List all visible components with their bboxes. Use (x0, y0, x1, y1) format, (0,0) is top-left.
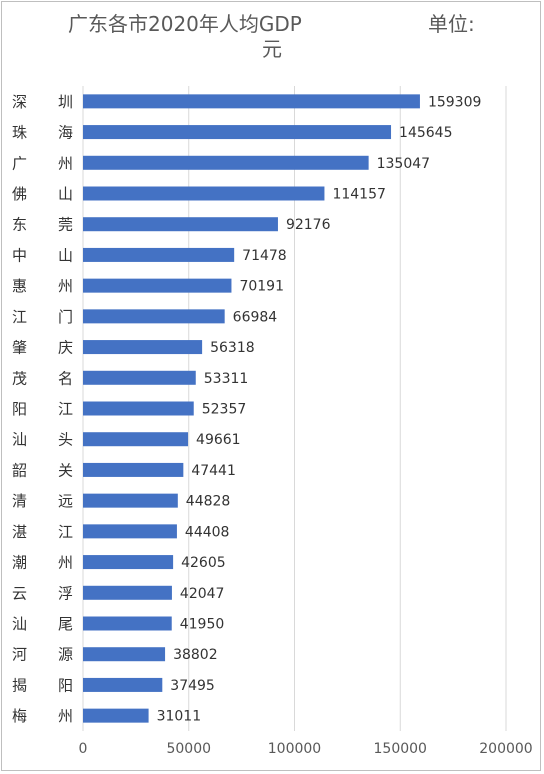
category-label-19-a: 揭 (12, 676, 27, 694)
category-label-12-b: 关 (58, 461, 73, 479)
x-tick-label-4: 200000 (479, 741, 532, 757)
value-label-16: 42047 (180, 586, 225, 602)
category-label-18-b: 源 (58, 646, 73, 664)
category-label-17-a: 汕 (12, 615, 27, 633)
category-label-7-b: 门 (58, 308, 73, 326)
bar-1 (83, 125, 392, 140)
category-label-10-b: 江 (58, 400, 73, 418)
category-label-17-b: 尾 (58, 615, 73, 633)
category-label-6-b: 州 (58, 277, 73, 295)
category-label-2-b: 州 (58, 154, 73, 172)
chart-title: 广东各市2020年人均GDP (68, 12, 302, 36)
category-label-10-a: 阳 (12, 400, 27, 418)
category-label-2-a: 广 (12, 154, 27, 172)
category-label-8-a: 肇 (12, 339, 27, 357)
value-label-1: 145645 (399, 125, 452, 141)
bar-18 (83, 647, 166, 662)
category-label-14-b: 江 (58, 523, 73, 541)
category-label-15-a: 潮 (12, 554, 27, 572)
category-label-6-a: 惠 (12, 277, 27, 295)
x-tick-label-0: 0 (79, 741, 88, 757)
value-label-10: 52357 (202, 402, 247, 418)
category-label-5-a: 中 (12, 246, 27, 264)
category-label-3-b: 山 (58, 185, 73, 203)
category-label-18-a: 河 (12, 646, 27, 664)
x-tick-label-3: 150000 (374, 741, 427, 757)
category-label-13-a: 清 (12, 492, 27, 510)
bar-19 (83, 677, 163, 692)
value-label-13: 44828 (186, 494, 231, 510)
value-label-9: 53311 (204, 371, 249, 387)
bar-4 (83, 217, 278, 232)
category-label-16-a: 云 (12, 584, 27, 602)
category-label-20-b: 州 (58, 707, 73, 725)
bar-9 (83, 370, 196, 385)
bar-15 (83, 555, 174, 570)
category-label-11-b: 头 (58, 431, 73, 449)
value-label-2: 135047 (377, 156, 430, 172)
bar-17 (83, 616, 172, 631)
bar-14 (83, 524, 177, 539)
chart-unit-label: 单位: (428, 12, 475, 36)
category-label-14-a: 湛 (12, 523, 27, 541)
value-label-18: 38802 (173, 647, 218, 663)
chart-unit-value: 元 (262, 37, 282, 61)
category-label-0-a: 深 (12, 93, 27, 111)
category-label-19-b: 阳 (58, 676, 73, 694)
value-label-7: 66984 (233, 309, 278, 325)
bar-5 (83, 247, 235, 262)
bar-7 (83, 309, 225, 324)
category-label-16-b: 浮 (58, 584, 73, 602)
x-tick-label-1: 50000 (166, 741, 211, 757)
value-label-3: 114157 (332, 187, 385, 203)
bar-0 (83, 94, 420, 109)
category-label-1-b: 海 (58, 124, 73, 142)
value-label-11: 49661 (196, 432, 241, 448)
bars: 深圳 159309珠海 145645广州 135047佛山 114157东莞 92176中… (12, 93, 481, 725)
bar-16 (83, 585, 172, 600)
category-label-7-a: 江 (12, 308, 27, 326)
category-label-12-a: 韶 (12, 461, 27, 479)
value-label-5: 71478 (242, 248, 287, 264)
category-label-8-b: 庆 (58, 339, 73, 357)
category-label-13-b: 远 (58, 492, 73, 510)
bar-13 (83, 493, 178, 508)
bar-20 (83, 708, 149, 723)
category-label-4-a: 东 (12, 216, 27, 234)
x-tick-label-2: 100000 (268, 741, 321, 757)
bar-10 (83, 401, 194, 416)
value-label-4: 92176 (286, 217, 331, 233)
bar-3 (83, 186, 325, 201)
bar-2 (83, 155, 369, 170)
category-label-9-b: 名 (58, 369, 73, 387)
category-label-1-a: 珠 (12, 124, 27, 142)
category-label-4-b: 莞 (58, 216, 73, 234)
bar-8 (83, 340, 203, 355)
bar-6 (83, 278, 232, 293)
category-label-15-b: 州 (58, 554, 73, 572)
value-label-12: 47441 (191, 463, 236, 479)
value-label-8: 56318 (210, 340, 255, 356)
x-axis-ticks: 0 50000 100000 150000 200000 (79, 741, 533, 757)
value-label-14: 44408 (185, 524, 230, 540)
value-label-20: 31011 (157, 709, 202, 725)
value-label-6: 70191 (239, 279, 284, 295)
category-label-3-a: 佛 (12, 185, 27, 203)
category-label-0-b: 圳 (58, 93, 73, 111)
bar-12 (83, 462, 184, 477)
value-label-17: 41950 (180, 617, 225, 633)
category-label-5-b: 山 (58, 246, 73, 264)
category-label-9-a: 茂 (12, 369, 27, 387)
value-label-19: 37495 (170, 678, 215, 694)
value-label-0: 159309 (428, 94, 481, 110)
category-label-20-a: 梅 (12, 707, 27, 725)
category-label-11-a: 汕 (12, 431, 27, 449)
value-label-15: 42605 (181, 555, 226, 571)
bar-11 (83, 432, 189, 447)
